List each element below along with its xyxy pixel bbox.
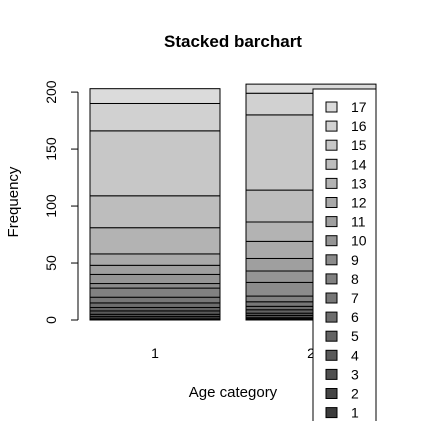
legend-swatch-11	[325, 216, 338, 228]
y-tick-label: 150	[43, 137, 59, 161]
legend-label-15: 15	[351, 137, 367, 153]
legend-label-3: 3	[351, 366, 359, 382]
bar-segment-1-14	[89, 195, 221, 229]
legend-swatch-16	[325, 120, 338, 132]
y-axis-label: Frequency	[5, 166, 22, 237]
x-tick-label: 2	[307, 345, 315, 361]
legend-swatch-3	[325, 368, 338, 380]
bar-segment-1-9	[89, 283, 221, 289]
bar-segment-1-10	[89, 273, 221, 285]
y-axis: 0 50 100 150 200	[43, 80, 79, 324]
legend-swatch-13	[325, 177, 338, 189]
legend-swatch-4	[325, 349, 338, 361]
bar-segment-1-17	[89, 88, 221, 104]
y-tick-label: 100	[43, 194, 59, 218]
bar-segment-1-16	[89, 102, 221, 132]
legend-label-10: 10	[351, 233, 367, 249]
bar-segment-1-4	[89, 310, 221, 315]
bar-segment-1-15	[89, 130, 221, 197]
legend-swatch-9	[325, 254, 338, 266]
legend-swatch-17	[325, 101, 338, 113]
x-tick-label: 1	[151, 345, 159, 361]
legend-label-8: 8	[351, 271, 359, 287]
legend-label-6: 6	[351, 309, 359, 325]
legend-swatch-10	[325, 235, 338, 247]
legend-swatch-12	[325, 197, 338, 208]
bar-segment-1-6	[89, 302, 221, 308]
legend-label-7: 7	[351, 290, 359, 306]
legend-swatch-14	[325, 158, 338, 170]
x-axis-label: Age category	[189, 384, 278, 401]
bar-segment-1-7	[89, 296, 221, 304]
legend-label-13: 13	[351, 175, 367, 191]
legend-swatch-5	[325, 330, 338, 342]
legend-swatch-8	[325, 273, 338, 285]
bar-segment-1-11	[89, 264, 221, 275]
legend-label-4: 4	[351, 347, 359, 363]
chart-title: Stacked barchart	[164, 32, 302, 51]
legend-swatch-2	[325, 388, 338, 399]
legend-label-1: 1	[351, 405, 359, 421]
legend-label-12: 12	[351, 195, 367, 211]
legend-label-11: 11	[351, 214, 366, 230]
legend-label-9: 9	[351, 252, 359, 268]
legend-swatch-1	[325, 407, 338, 419]
y-tick-label: 0	[43, 316, 59, 324]
legend: 17 16 15 14 13 12 11 10 9 8 7 6 5 4 3 2 1	[312, 88, 377, 421]
legend-label-5: 5	[351, 328, 359, 344]
legend-swatch-6	[325, 311, 338, 323]
bar-segment-1-13	[89, 227, 221, 255]
legend-label-17: 17	[351, 99, 367, 115]
legend-label-2: 2	[351, 386, 359, 402]
bar-segment-1-8	[89, 287, 221, 298]
legend-label-14: 14	[351, 156, 367, 172]
legend-swatch-15	[325, 139, 338, 151]
legend-label-16: 16	[351, 118, 367, 134]
y-tick-label: 50	[43, 255, 59, 271]
legend-swatch-7	[325, 292, 338, 304]
y-tick-label: 200	[43, 80, 59, 104]
legend-box	[312, 88, 377, 421]
bar-segment-1-12	[89, 253, 221, 266]
bar-segment-1-5	[89, 306, 221, 312]
